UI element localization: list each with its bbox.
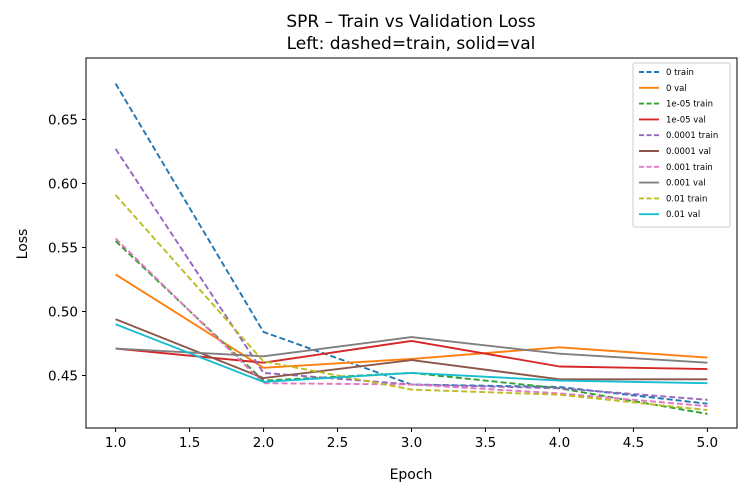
axes-layer: 1.0 1.5 2.0 2.5 3.0 3.5 4.0 4.5 5.0 0.45 0.50 0.55 0… — [48, 57, 738, 451]
legend: 0 train 0 val 1e-05 train 1e-05 val 0.0001 t… — [632, 62, 731, 228]
x-tick-label: 3.0 — [401, 435, 422, 451]
series-line-0-0001-val — [115, 318, 708, 381]
chart-title: SPR – Train vs Validation Loss — [286, 12, 535, 32]
y-tick-label: 0.55 — [48, 240, 78, 256]
legend-label: 0.01 val — [666, 210, 700, 220]
legend-label: 1e-05 val — [666, 115, 706, 125]
x-tick-label: 5.0 — [697, 435, 718, 451]
series-line-0-001-val — [115, 336, 708, 364]
series-line-0-001-train — [114, 237, 708, 408]
series-line-1e-05-train — [114, 240, 708, 415]
series-line-0-train — [114, 83, 708, 405]
series-line-0-01-val — [115, 323, 708, 385]
y-tick-label: 0.65 — [48, 112, 78, 128]
chart-subtitle: Left: dashed=train, solid=val — [287, 34, 536, 54]
legend-label: 0.001 val — [666, 179, 706, 189]
legend-label: 0.001 train — [666, 163, 713, 173]
legend-label: 0.0001 train — [666, 131, 718, 141]
y-tick-label: 0.60 — [48, 176, 78, 192]
x-tick-label: 2.5 — [327, 435, 348, 451]
x-tick-label: 2.0 — [253, 435, 274, 451]
x-tick-label: 3.5 — [475, 435, 496, 451]
x-tick-label: 1.5 — [179, 435, 200, 451]
series-layer — [114, 83, 708, 415]
series-line-0-01-train — [114, 194, 708, 412]
series-line-0-val — [115, 273, 708, 369]
x-tick-label: 1.0 — [105, 435, 126, 451]
legend-label: 0.01 train — [666, 194, 707, 204]
y-tick-label: 0.45 — [48, 369, 78, 385]
x-tick-label: 4.5 — [623, 435, 644, 451]
legend-label: 0 val — [666, 84, 687, 94]
legend-label: 0.0001 val — [666, 147, 711, 157]
x-axis-label: Epoch — [390, 467, 433, 483]
legend-label: 0 train — [666, 68, 694, 78]
legend-label: 1e-05 train — [666, 100, 713, 110]
y-tick-label: 0.50 — [48, 304, 78, 320]
y-axis-label: Loss — [15, 229, 31, 260]
series-line-0-0001-train — [114, 148, 708, 401]
x-tick-label: 4.0 — [549, 435, 570, 451]
